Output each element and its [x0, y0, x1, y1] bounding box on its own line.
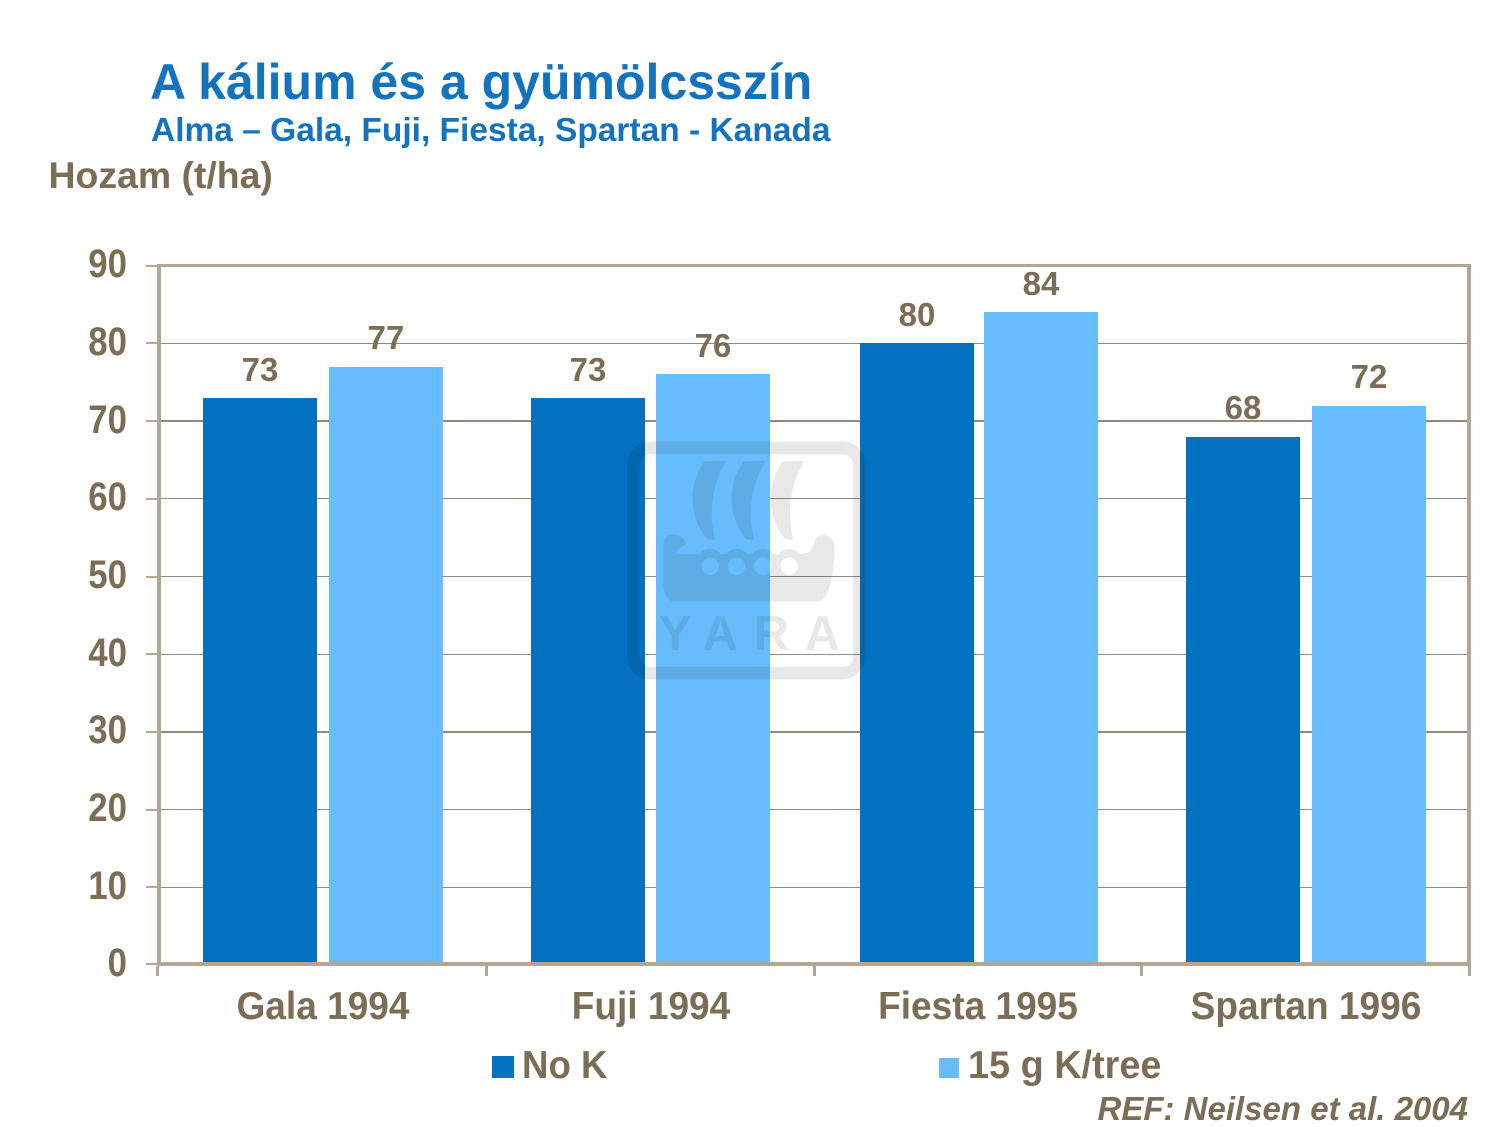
svg-text:YARA: YARA: [659, 607, 856, 661]
